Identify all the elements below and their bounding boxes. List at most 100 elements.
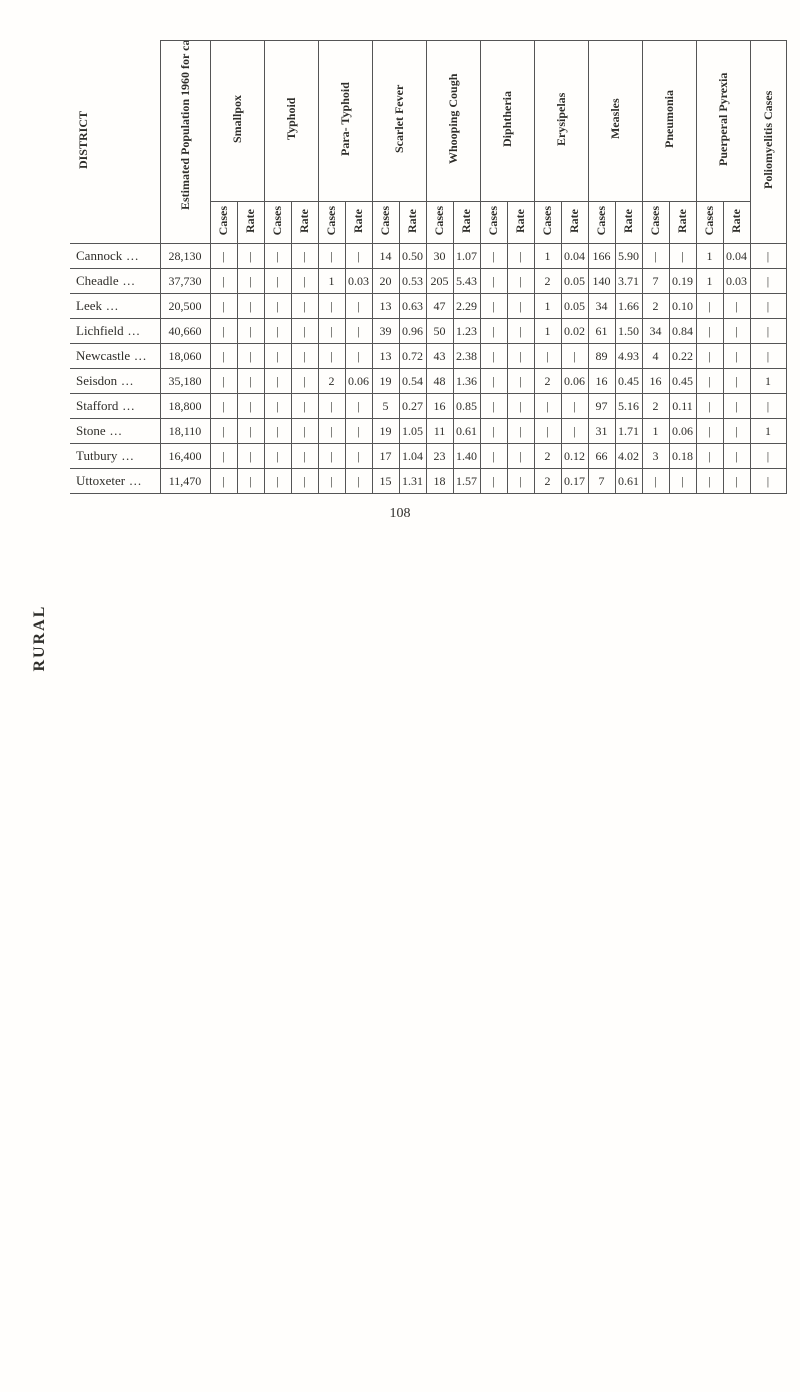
value-cell: | (696, 419, 723, 444)
value-cell: | (210, 394, 237, 419)
value-cell: 0.03 (723, 269, 750, 294)
district-cell: Uttoxeter (70, 469, 160, 494)
value-cell: | (264, 469, 291, 494)
value-cell: 2 (318, 369, 345, 394)
value-cell: | (264, 369, 291, 394)
col-scarlet: Scarlet Fever (372, 41, 426, 202)
value-cell: 7 (642, 269, 669, 294)
value-cell: 4.93 (615, 344, 642, 369)
value-cell: | (210, 369, 237, 394)
page-number: 108 (30, 506, 770, 522)
value-cell: | (264, 244, 291, 269)
col-district: DISTRICT (70, 41, 160, 244)
subcol-cases: Cases (264, 202, 291, 244)
value-cell: 1 (696, 269, 723, 294)
value-cell: | (561, 394, 588, 419)
value-cell: 5.16 (615, 394, 642, 419)
value-cell: | (480, 444, 507, 469)
value-cell: 1.66 (615, 294, 642, 319)
col-population: Estimated Population 1960 for calculatin… (160, 41, 210, 244)
subcol-rate: Rate (669, 202, 696, 244)
value-cell: | (723, 369, 750, 394)
subcol-rate: Rate (723, 202, 750, 244)
value-cell: 47 (426, 294, 453, 319)
value-cell: 2 (534, 444, 561, 469)
value-cell: | (264, 394, 291, 419)
value-cell: | (318, 394, 345, 419)
value-cell: 0.02 (561, 319, 588, 344)
value-cell: | (291, 269, 318, 294)
value-cell: 1 (642, 419, 669, 444)
subcol-rate: Rate (345, 202, 372, 244)
value-cell: 0.18 (669, 444, 696, 469)
value-cell: 0.10 (669, 294, 696, 319)
table-row: Uttoxeter11,470||||||151.31181.57||20.17… (70, 469, 786, 494)
value-cell: | (507, 394, 534, 419)
value-cell: 50 (426, 319, 453, 344)
value-cell: 3.71 (615, 269, 642, 294)
population-cell: 18,110 (160, 419, 210, 444)
value-cell: | (210, 344, 237, 369)
rural-side-label: RURAL (31, 605, 49, 672)
value-cell: | (750, 444, 786, 469)
table-row: Lichfield40,660||||||390.96501.23||10.02… (70, 319, 786, 344)
value-cell: | (291, 319, 318, 344)
value-cell: | (750, 294, 786, 319)
value-cell: | (210, 444, 237, 469)
table-row: Cheadle37,730||||10.03200.532055.43||20.… (70, 269, 786, 294)
value-cell: 0.50 (399, 244, 426, 269)
value-cell: | (291, 294, 318, 319)
value-cell: 1.50 (615, 319, 642, 344)
value-cell: 66 (588, 444, 615, 469)
value-cell: | (750, 344, 786, 369)
population-cell: 37,730 (160, 269, 210, 294)
value-cell: | (210, 319, 237, 344)
value-cell: | (291, 244, 318, 269)
value-cell: 0.53 (399, 269, 426, 294)
value-cell: | (210, 419, 237, 444)
value-cell: 17 (372, 444, 399, 469)
value-cell: | (507, 369, 534, 394)
value-cell: | (642, 244, 669, 269)
value-cell: 0.45 (615, 369, 642, 394)
value-cell: | (318, 319, 345, 344)
value-cell: 0.54 (399, 369, 426, 394)
value-cell: | (534, 419, 561, 444)
value-cell: 0.96 (399, 319, 426, 344)
value-cell: 0.22 (669, 344, 696, 369)
value-cell: | (237, 319, 264, 344)
value-cell: 2.29 (453, 294, 480, 319)
value-cell: 7 (588, 469, 615, 494)
value-cell: 205 (426, 269, 453, 294)
value-cell: 5.43 (453, 269, 480, 294)
value-cell: 34 (642, 319, 669, 344)
population-cell: 11,470 (160, 469, 210, 494)
value-cell: 48 (426, 369, 453, 394)
value-cell: | (210, 294, 237, 319)
value-cell: | (291, 469, 318, 494)
value-cell: 0.04 (561, 244, 588, 269)
value-cell: | (750, 269, 786, 294)
value-cell: 1.31 (399, 469, 426, 494)
value-cell: | (696, 394, 723, 419)
col-erysipelas: Erysipelas (534, 41, 588, 202)
value-cell: 34 (588, 294, 615, 319)
value-cell: | (480, 244, 507, 269)
value-cell: 2 (642, 294, 669, 319)
value-cell: 0.11 (669, 394, 696, 419)
value-cell: | (696, 369, 723, 394)
value-cell: 31 (588, 419, 615, 444)
value-cell: | (507, 269, 534, 294)
value-cell: 16 (426, 394, 453, 419)
value-cell: 0.27 (399, 394, 426, 419)
district-cell: Stafford (70, 394, 160, 419)
value-cell: 39 (372, 319, 399, 344)
value-cell: 166 (588, 244, 615, 269)
value-cell: | (669, 244, 696, 269)
value-cell: | (264, 294, 291, 319)
value-cell: 1.04 (399, 444, 426, 469)
subcol-rate: Rate (561, 202, 588, 244)
value-cell: | (723, 444, 750, 469)
value-cell: | (345, 469, 372, 494)
value-cell: 20 (372, 269, 399, 294)
